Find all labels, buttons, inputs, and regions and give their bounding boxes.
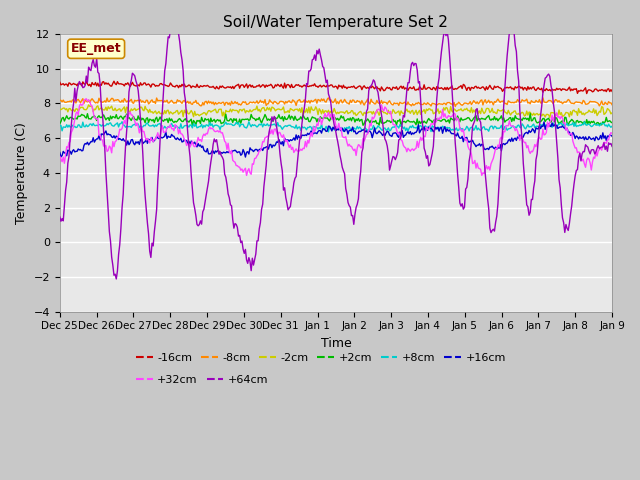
Title: Soil/Water Temperature Set 2: Soil/Water Temperature Set 2 xyxy=(223,15,449,30)
Text: EE_met: EE_met xyxy=(71,42,122,55)
Legend: +32cm, +64cm: +32cm, +64cm xyxy=(132,371,273,389)
X-axis label: Time: Time xyxy=(321,337,351,350)
Y-axis label: Temperature (C): Temperature (C) xyxy=(15,122,28,224)
